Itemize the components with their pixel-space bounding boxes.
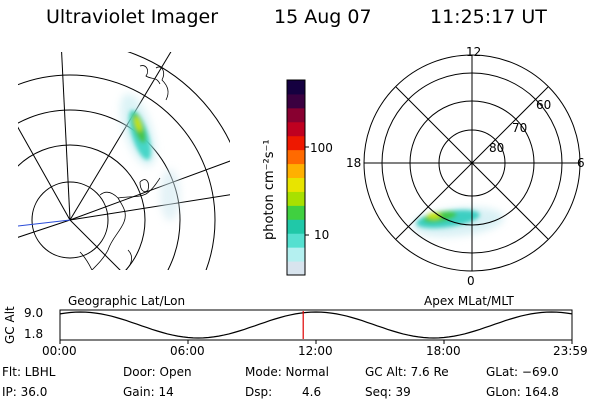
colorbar-segment <box>287 219 305 234</box>
timeline-xtick-0000: 00:00 <box>42 344 77 358</box>
ip-info: IP: 36.0 <box>2 385 48 399</box>
colorbar-segment <box>287 121 305 137</box>
lat-label-70: 70 <box>512 121 528 135</box>
colorbar <box>286 79 309 276</box>
magnetic-polar-plot <box>363 54 581 272</box>
timeline-ytick-top: 9.0 <box>24 306 44 320</box>
colorbar-tick-10: 10 <box>314 228 330 242</box>
aurora-oval <box>412 207 504 237</box>
timeline-ytick-bottom: 1.8 <box>24 327 44 341</box>
mlt-label-18: 18 <box>346 156 362 170</box>
observation-date: 15 Aug 07 <box>274 6 372 28</box>
observation-time: 11:25:17 UT <box>430 6 547 28</box>
lat-label-80: 80 <box>489 141 505 155</box>
meridian <box>18 126 71 221</box>
door-info: Door: Open <box>123 365 192 379</box>
timeline-axis-label: GC Alt <box>3 306 17 344</box>
timeline-xtick-1200: 12:00 <box>298 344 333 358</box>
glon-info: GLon: 164.8 <box>486 385 559 399</box>
colorbar-unit-label: photon cm⁻²s⁻¹ <box>262 139 277 240</box>
gain-info: Gain: 14 <box>123 385 174 399</box>
geographic-map <box>18 52 230 270</box>
instrument-title: Ultraviolet Imager <box>46 6 219 28</box>
colorbar-segment <box>287 107 305 123</box>
gc-altitude-curve <box>59 311 573 339</box>
glat-info: GLat: −69.0 <box>486 365 559 379</box>
timeline-xtick-2359: 23:59 <box>553 344 588 358</box>
mlt-label-0: 0 <box>467 274 475 288</box>
colorbar-segment <box>287 149 305 165</box>
meridian <box>18 219 71 238</box>
lat-circle <box>18 74 216 270</box>
mode-info: Mode: Normal <box>245 365 329 379</box>
right-panel-caption: Apex MLat/MLT <box>424 294 514 308</box>
dsp-value: 4.6 <box>302 385 322 399</box>
lat-circle <box>31 181 109 259</box>
colorbar-segment <box>287 191 305 206</box>
timeline-xtick-1800: 18:00 <box>426 344 461 358</box>
colorbar-segment <box>287 135 305 151</box>
lat-circle <box>18 109 181 270</box>
gc-alt-info: GC Alt: 7.6 Re <box>365 365 449 379</box>
mlt-label-12: 12 <box>466 45 482 59</box>
sun-direction-line <box>18 219 71 227</box>
colorbar-tick-100: 100 <box>310 141 333 155</box>
seq-info: Seq: 39 <box>365 385 411 399</box>
colorbar-segment <box>287 233 305 248</box>
colorbar-segment <box>287 205 305 220</box>
filter-info: Flt: LBHL <box>2 365 56 379</box>
meridian <box>69 219 121 270</box>
colorbar-segment <box>287 247 305 262</box>
timeline-xtick-0600: 06:00 <box>170 344 205 358</box>
colorbar-segment <box>287 177 305 192</box>
colorbar-segment <box>287 261 305 276</box>
lat-circle <box>18 144 146 270</box>
colorbar-segment <box>287 80 305 95</box>
left-panel-caption: Geographic Lat/Lon <box>68 294 186 308</box>
orbit-timeline <box>59 309 573 344</box>
aurora-emission <box>120 93 180 221</box>
meridian <box>61 52 71 221</box>
dsp-label: Dsp: <box>245 385 273 399</box>
colorbar-frame <box>286 79 306 276</box>
colorbar-segment <box>287 93 305 109</box>
coastline <box>79 65 169 270</box>
timeline-frame <box>59 309 573 341</box>
mlt-meridian <box>395 86 549 240</box>
lat-label-60: 60 <box>536 98 552 112</box>
colorbar-segment <box>287 163 305 178</box>
mlt-label-6: 6 <box>577 156 585 170</box>
